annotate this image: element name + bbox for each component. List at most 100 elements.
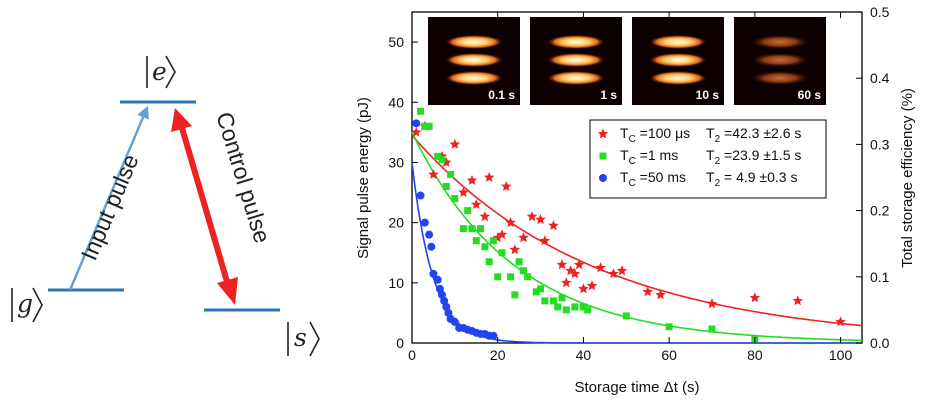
data-point-star xyxy=(595,262,606,273)
data-point-star xyxy=(539,235,551,246)
data-point-star xyxy=(749,292,761,303)
data-point-square xyxy=(571,303,579,311)
data-point-star xyxy=(578,283,589,294)
y-tick-label: 30 xyxy=(388,154,404,170)
level-diagram: e g s Input pulse Control pulse xyxy=(11,55,320,357)
data-point-star xyxy=(642,286,653,297)
legend-t2-text: T2 = 4.9 ±0.3 s xyxy=(706,169,797,189)
data-point-square xyxy=(472,237,480,245)
y-tick-label: 40 xyxy=(388,94,404,110)
data-point-square xyxy=(507,273,515,281)
data-point-square xyxy=(459,225,467,233)
data-point-circle xyxy=(416,191,425,200)
y-axis-label: Signal pulse energy (pJ) xyxy=(355,97,372,259)
data-point-star xyxy=(586,280,598,291)
legend-marker-circle xyxy=(599,174,607,182)
inset-bright-fringe xyxy=(547,35,605,49)
data-point-star xyxy=(466,175,478,185)
data-point-square xyxy=(708,325,716,333)
input-pulse-arrow xyxy=(68,105,149,291)
data-point-star xyxy=(496,229,508,240)
input-pulse-label: Input pulse xyxy=(76,150,144,264)
data-point-circle xyxy=(420,218,429,227)
data-point-square xyxy=(515,258,523,266)
inset-bright-fringe xyxy=(751,71,809,85)
data-point-star xyxy=(458,187,469,197)
inset-time-label: 10 s xyxy=(696,88,720,102)
data-point-square xyxy=(532,288,540,296)
legend-marker-square xyxy=(599,152,607,160)
data-point-square xyxy=(451,195,459,203)
data-point-star xyxy=(561,277,572,288)
y2-tick-label: 0.3 xyxy=(870,136,890,152)
control-arrow-head-bottom xyxy=(217,277,238,305)
x-tick-label: 0 xyxy=(408,347,416,363)
data-point-star xyxy=(655,289,666,300)
data-point-square xyxy=(438,155,446,163)
data-point-square xyxy=(417,107,425,115)
y-tick-label: 0 xyxy=(396,335,404,351)
data-point-star xyxy=(518,232,529,243)
inset-bright-fringe xyxy=(445,53,503,67)
inset-bright-fringe xyxy=(445,71,503,85)
data-point-square xyxy=(511,291,519,299)
x-tick-label: 100 xyxy=(829,347,853,363)
data-point-square xyxy=(481,243,489,251)
data-point-square xyxy=(447,170,455,178)
data-point-star xyxy=(411,126,422,137)
inset-bright-fringe xyxy=(649,53,707,67)
data-point-square xyxy=(442,183,450,191)
y-tick-label: 50 xyxy=(388,34,404,50)
data-point-star xyxy=(501,181,512,191)
inset-time-label: 1 s xyxy=(600,88,617,102)
inset-bright-fringe xyxy=(751,53,809,67)
state-s-label: s xyxy=(294,323,307,352)
state-g-label: g xyxy=(17,289,33,318)
data-point-square xyxy=(477,225,485,233)
data-point-square xyxy=(498,249,506,257)
legend-t2-text: T2 =23.9 ±1.5 s xyxy=(706,147,801,167)
data-point-star xyxy=(706,298,718,309)
y2-tick-label: 0.5 xyxy=(870,4,890,20)
data-point-square xyxy=(549,297,557,305)
data-point-square xyxy=(554,303,562,311)
data-point-square xyxy=(421,122,429,130)
ket-e: e xyxy=(146,55,176,89)
data-point-circle xyxy=(438,290,446,299)
inset-bright-fringe xyxy=(751,35,809,49)
x-tick-label: 40 xyxy=(576,347,592,363)
data-point-square xyxy=(584,306,592,314)
data-point-circle xyxy=(440,296,449,305)
state-e-label: e xyxy=(152,57,167,86)
data-point-star xyxy=(608,268,619,279)
data-point-square xyxy=(622,312,630,320)
data-point-star xyxy=(428,169,439,179)
legend-t2-text: T2 =42.3 ±2.6 s xyxy=(706,125,801,145)
data-point-circle xyxy=(429,269,438,278)
data-point-star xyxy=(548,220,559,231)
data-point-square xyxy=(562,306,570,314)
data-point-star xyxy=(471,199,482,209)
control-pulse-arrow xyxy=(179,127,231,286)
legend-tc-text: TC =100 μs xyxy=(620,125,690,145)
y2-tick-label: 0.4 xyxy=(870,70,890,86)
y2-tick-label: 0.1 xyxy=(870,269,890,285)
data-point-star xyxy=(509,244,521,255)
data-point-square xyxy=(468,225,476,233)
inset-bright-fringe xyxy=(547,71,605,85)
data-point-square xyxy=(485,258,493,266)
ket-s: s xyxy=(287,321,320,357)
data-point-square xyxy=(494,273,502,281)
data-point-circle xyxy=(444,308,453,317)
data-point-square xyxy=(537,285,545,293)
legend-marker-star xyxy=(597,128,609,139)
x-tick-label: 80 xyxy=(747,347,763,363)
data-point-square xyxy=(425,122,433,130)
data-point-star xyxy=(526,211,538,222)
data-point-star xyxy=(492,232,503,243)
legend: TC =100 μs T2 =42.3 ±2.6 sTC =1 ms T2 =23.… xyxy=(589,119,827,199)
data-point-star xyxy=(792,295,803,306)
data-point-star xyxy=(569,268,581,279)
